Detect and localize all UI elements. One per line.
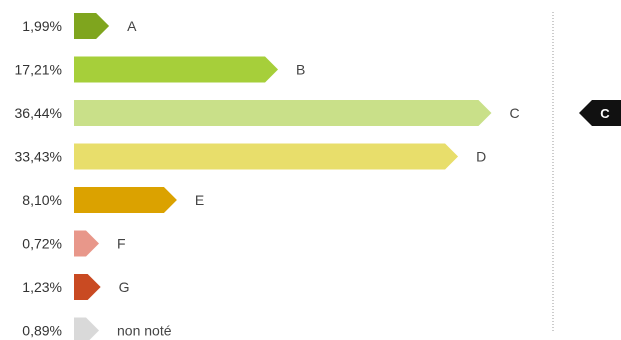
bar-a (74, 13, 110, 39)
value-label-non-note: 0,89% (22, 323, 62, 339)
bar-b (74, 56, 279, 83)
value-label-c: 36,44% (15, 105, 62, 121)
bar-g (74, 274, 101, 300)
value-label-f: 0,72% (22, 236, 62, 252)
category-label-b: B (296, 62, 305, 78)
bar-non-note (74, 317, 99, 340)
category-label-a: A (127, 18, 137, 34)
category-label-e: E (195, 192, 204, 208)
marker-badge (579, 100, 621, 126)
bar-c (74, 100, 492, 126)
marker-label: C (600, 106, 610, 121)
bar-d (74, 143, 459, 170)
value-label-d: 33,43% (15, 149, 62, 165)
category-label-non-note: non noté (117, 323, 172, 339)
category-label-g: G (119, 279, 130, 295)
current-rating-marker: C (579, 100, 621, 126)
value-label-a: 1,99% (22, 18, 62, 34)
bar-f (74, 230, 99, 257)
value-label-e: 8,10% (22, 192, 62, 208)
bars-layer: 1,99% A 17,21% B 36,44% C 33,43% D 8,10% E 0,72% F 1… (15, 13, 520, 340)
value-label-g: 1,23% (22, 279, 62, 295)
bar-e (74, 187, 177, 213)
category-label-c: C (509, 105, 519, 121)
category-label-d: D (476, 149, 486, 165)
value-label-b: 17,21% (15, 62, 62, 78)
category-label-f: F (117, 236, 126, 252)
